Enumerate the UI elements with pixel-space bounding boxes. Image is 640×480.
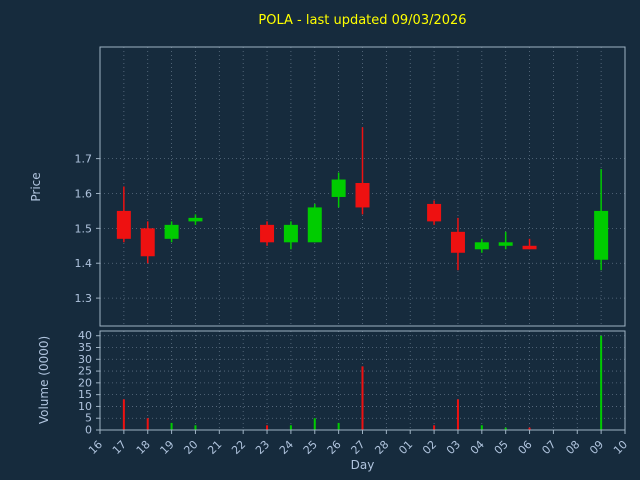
svg-text:24: 24 <box>277 438 296 457</box>
volume-axis-label: Volume (0000) <box>37 335 51 425</box>
svg-text:25: 25 <box>301 438 320 457</box>
svg-text:10: 10 <box>611 438 630 457</box>
svg-text:5: 5 <box>85 412 92 425</box>
svg-text:20: 20 <box>181 438 200 457</box>
svg-text:1.6: 1.6 <box>75 187 93 200</box>
svg-text:19: 19 <box>158 438 177 457</box>
svg-text:27: 27 <box>349 438 368 457</box>
svg-text:35: 35 <box>78 341 92 354</box>
day-axis-label: Day <box>350 458 375 472</box>
svg-text:08: 08 <box>563 438 582 457</box>
svg-text:02: 02 <box>420 438 439 457</box>
svg-text:17: 17 <box>110 438 129 457</box>
chart-title: POLA - last updated 09/03/2026 <box>258 13 467 28</box>
svg-text:25: 25 <box>78 365 92 378</box>
svg-text:20: 20 <box>78 376 92 389</box>
svg-text:26: 26 <box>325 438 344 457</box>
svg-text:28: 28 <box>372 438 391 457</box>
svg-text:0: 0 <box>85 424 92 437</box>
svg-text:15: 15 <box>78 388 92 401</box>
svg-text:05: 05 <box>492 438 511 457</box>
svg-text:04: 04 <box>468 438 487 457</box>
svg-text:30: 30 <box>78 353 92 366</box>
svg-text:22: 22 <box>229 438 248 457</box>
svg-text:16: 16 <box>86 438 105 457</box>
svg-text:03: 03 <box>444 438 463 457</box>
svg-text:07: 07 <box>539 438 558 457</box>
svg-text:1.4: 1.4 <box>75 257 93 270</box>
svg-text:23: 23 <box>253 438 272 457</box>
svg-text:01: 01 <box>396 438 415 457</box>
svg-text:09: 09 <box>587 438 606 457</box>
svg-text:10: 10 <box>78 400 92 413</box>
svg-text:06: 06 <box>516 438 535 457</box>
price-axis-label: Price <box>29 172 43 202</box>
svg-text:1.5: 1.5 <box>75 222 93 235</box>
svg-text:40: 40 <box>78 329 92 342</box>
svg-text:1.3: 1.3 <box>75 292 93 305</box>
svg-text:1.7: 1.7 <box>75 153 93 166</box>
svg-text:21: 21 <box>205 438 224 457</box>
svg-text:18: 18 <box>134 438 153 457</box>
